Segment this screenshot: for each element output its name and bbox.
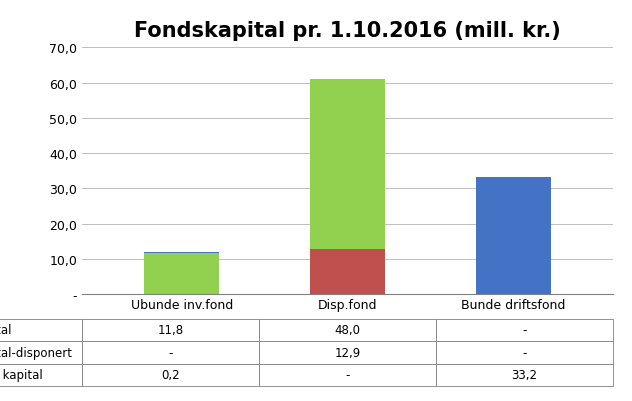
Bar xyxy=(310,249,385,294)
Bar xyxy=(476,178,551,294)
Bar xyxy=(310,80,385,249)
Title: Fondskapital pr. 1.10.2016 (mill. kr.): Fondskapital pr. 1.10.2016 (mill. kr.) xyxy=(134,21,561,41)
Bar xyxy=(144,252,219,253)
Bar xyxy=(144,253,219,294)
